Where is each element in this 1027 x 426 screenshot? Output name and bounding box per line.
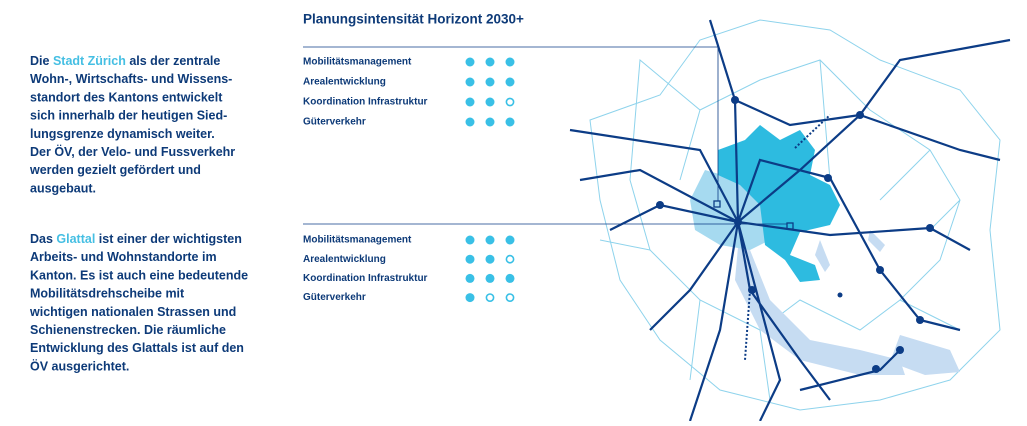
text: ist einer der wichtigsten xyxy=(95,232,242,246)
text: standort des Kantons entwickelt xyxy=(30,91,223,105)
dot-filled xyxy=(465,117,475,127)
dot-filled xyxy=(505,117,515,127)
text: ÖV ausgerichtet. xyxy=(30,359,129,374)
glattal-area xyxy=(718,125,840,282)
text: Der ÖV, der Velo- und Fussverkehr xyxy=(30,144,235,159)
map xyxy=(303,19,1011,422)
small-lakes xyxy=(815,230,885,272)
text: Entwicklung des Glattals ist auf den xyxy=(30,341,244,355)
connector-lines xyxy=(303,46,787,225)
paragraph-line: Wohn-, Wirtschafts- und Wissens- xyxy=(30,72,232,86)
text: Schienenstrecken. Die räumliche xyxy=(30,323,226,337)
dot-empty xyxy=(505,97,515,107)
rating-label: Mobilitätsmanagement xyxy=(303,235,412,246)
text: Wohn-, Wirtschafts- und Wissens- xyxy=(30,72,232,86)
planned-lines xyxy=(744,114,831,361)
rating-label: Koordination Infrastruktur xyxy=(303,273,428,284)
text: sich innerhalb der heutigen Sied- xyxy=(30,109,227,123)
paragraph-line: wichtigen nationalen Strassen und xyxy=(29,305,236,319)
dot-filled xyxy=(485,273,495,283)
title: Planungsintensität Horizont 2030+ xyxy=(303,12,524,27)
paragraph-line: Kanton. Es ist auch eine bedeutende xyxy=(30,269,248,283)
paragraph-line: Schienenstrecken. Die räumliche xyxy=(30,323,226,337)
paragraph-line: Der ÖV, der Velo- und Fussverkehr xyxy=(30,144,235,159)
rating-label: Güterverkehr xyxy=(303,292,366,303)
paragraph-line: Das Glattal ist einer der wichtigsten xyxy=(30,232,242,246)
dot-filled xyxy=(505,273,515,283)
paragraph-line: lungsgrenze dynamisch weiter. xyxy=(30,127,215,141)
paragraph-line: ÖV ausgerichtet. xyxy=(30,359,129,374)
dot-empty xyxy=(485,293,495,302)
dot-filled xyxy=(465,273,475,283)
text: wichtigen nationalen Strassen und xyxy=(29,305,236,319)
dot-filled xyxy=(485,77,495,87)
marker-glattal xyxy=(786,222,794,230)
paragraph-line: standort des Kantons entwickelt xyxy=(30,91,223,105)
rating-label: Mobilitätsmanagement xyxy=(303,57,412,68)
dot-filled xyxy=(465,57,475,67)
text: Das xyxy=(30,232,56,246)
paragraph-line: Die Stadt Zürich als der zentrale xyxy=(30,54,220,68)
text: lungsgrenze dynamisch weiter. xyxy=(30,127,215,141)
rating-label: Arealentwicklung xyxy=(303,254,386,265)
rating-label: Güterverkehr xyxy=(303,117,366,128)
text: Kanton. Es ist auch eine bedeutende xyxy=(30,269,248,283)
paragraph-line: ausgebaut. xyxy=(30,182,96,196)
rating-label: Koordination Infrastruktur xyxy=(303,97,428,108)
highlight: Glattal xyxy=(56,232,95,246)
dot-filled xyxy=(465,235,475,245)
text: Mobilitätsdrehscheibe mit xyxy=(30,287,185,301)
marker-zurich xyxy=(713,200,721,208)
paragraph-line: Arbeits- und Wohnstandorte im xyxy=(30,250,217,264)
dot-filled xyxy=(505,57,515,67)
text: Die xyxy=(30,54,53,68)
dot-filled xyxy=(485,97,495,107)
dot-filled xyxy=(465,77,475,87)
dot-filled xyxy=(505,77,515,87)
text: ausgebaut. xyxy=(30,182,96,196)
dot-empty xyxy=(505,254,515,264)
paragraph-line: sich innerhalb der heutigen Sied- xyxy=(30,109,227,123)
dot-filled xyxy=(505,235,515,245)
text: als der zentrale xyxy=(126,54,221,68)
dot-filled xyxy=(465,97,475,107)
text: werden gezielt gefördert und xyxy=(29,163,201,177)
paragraph-line: Mobilitätsdrehscheibe mit xyxy=(30,287,185,301)
dot-filled xyxy=(485,57,495,67)
paragraph-line: werden gezielt gefördert und xyxy=(29,163,201,177)
lake-greifensee xyxy=(890,335,960,375)
dot-filled xyxy=(465,293,475,303)
rating-label: Arealentwicklung xyxy=(303,77,386,88)
dot-filled xyxy=(465,254,475,264)
dot-empty xyxy=(505,293,515,302)
paragraph-line: Entwicklung des Glattals ist auf den xyxy=(30,341,244,355)
lake-zurich xyxy=(735,225,905,375)
dot-filled xyxy=(485,117,495,127)
highlight: Stadt Zürich xyxy=(53,54,126,68)
dot-filled xyxy=(485,254,495,264)
text: Arbeits- und Wohnstandorte im xyxy=(30,250,217,264)
dot-filled xyxy=(485,235,495,245)
